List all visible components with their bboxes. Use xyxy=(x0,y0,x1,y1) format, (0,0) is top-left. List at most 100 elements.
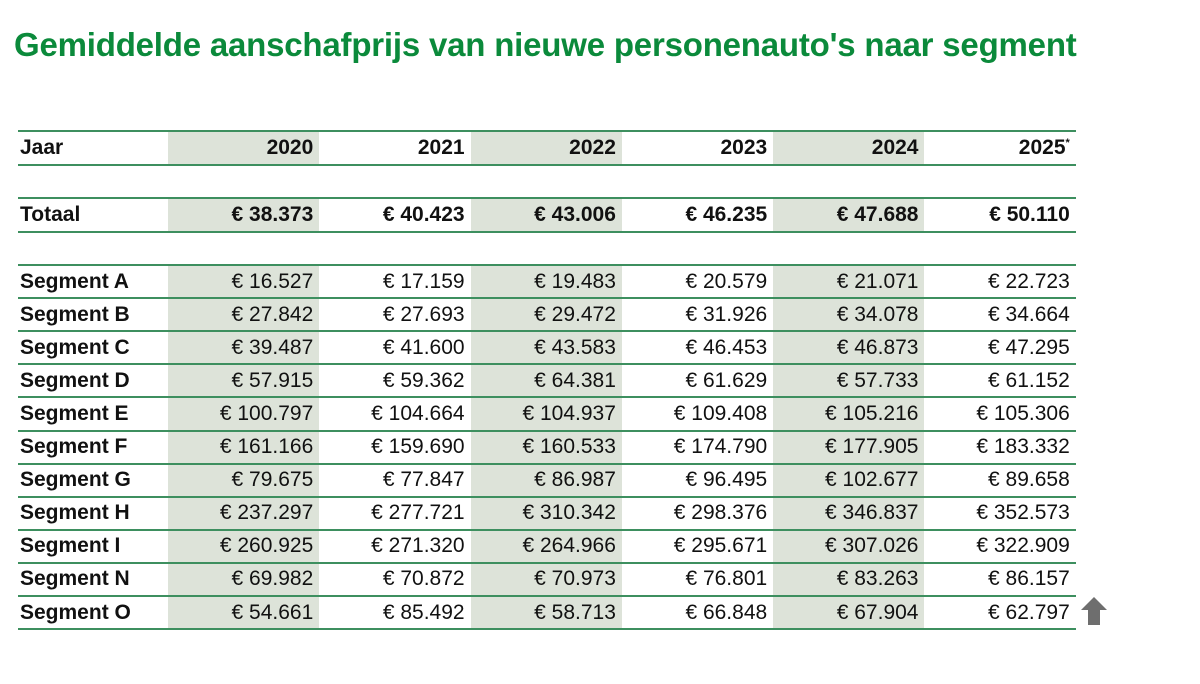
cell-text: 2024 xyxy=(871,136,919,159)
table-cell: € 89.658 xyxy=(924,468,1075,492)
cell-text: € 58.713 xyxy=(534,600,616,624)
table-cell: € 31.926 xyxy=(622,303,773,327)
row-rule xyxy=(18,561,1076,564)
table-cell: € 61.629 xyxy=(622,369,773,393)
cell-text: € 29.472 xyxy=(534,302,616,326)
cell-text: € 161.166 xyxy=(219,435,314,459)
table-cell: € 29.472 xyxy=(471,303,622,327)
cell-text: € 85.492 xyxy=(382,600,465,624)
cell-text: 2023 xyxy=(720,136,768,159)
table-cell: € 21.071 xyxy=(773,270,924,294)
cell-text: 2025 xyxy=(1018,136,1066,159)
row-label: Segment I xyxy=(20,534,121,558)
cell-text: € 86.157 xyxy=(988,567,1070,591)
table-cell: € 260.925 xyxy=(168,534,319,558)
row-rule xyxy=(18,363,1076,366)
table-cell: € 83.263 xyxy=(773,567,924,591)
column-header: 2023 xyxy=(622,136,773,160)
table-cell: € 50.110 xyxy=(924,203,1075,227)
table-cell: € 177.905 xyxy=(773,435,924,459)
column-header: 2021 xyxy=(319,136,470,160)
cell-text: € 67.904 xyxy=(836,600,919,624)
cell-text: € 298.376 xyxy=(673,501,768,525)
table-cell: € 104.937 xyxy=(471,402,622,426)
cell-text: € 39.487 xyxy=(231,335,314,359)
cell-text: € 96.495 xyxy=(685,468,768,492)
cell-text: € 102.677 xyxy=(825,468,919,492)
cell-text: € 62.797 xyxy=(988,600,1070,624)
table-cell: € 19.483 xyxy=(471,270,622,294)
row-rule xyxy=(18,396,1076,399)
column-header: 2024 xyxy=(773,136,924,160)
cell-text: € 76.801 xyxy=(685,567,768,591)
table-row: Segment E € 100.797 € 104.664 € 104.937 € 10… xyxy=(18,398,1076,429)
cell-text: € 83.263 xyxy=(836,567,919,591)
cell-text: 2022 xyxy=(569,136,616,159)
cell-text: € 310.342 xyxy=(522,501,616,525)
row-rule xyxy=(18,495,1076,498)
row-label: Segment N xyxy=(20,567,130,591)
table-cell: € 102.677 xyxy=(773,468,924,492)
table-cell: € 79.675 xyxy=(168,468,319,492)
table-cell: € 16.527 xyxy=(168,270,319,294)
table-cell: € 183.332 xyxy=(924,435,1075,459)
cell-text: € 160.533 xyxy=(522,435,616,459)
row-rule xyxy=(18,595,1076,597)
cell-text: € 41.600 xyxy=(382,335,465,359)
row-rule xyxy=(18,264,1076,266)
cell-text: € 27.693 xyxy=(382,302,465,326)
table-cell: € 46.453 xyxy=(622,336,773,360)
cell-text: € 352.573 xyxy=(976,501,1070,525)
column-header: 2020 xyxy=(168,136,319,160)
row-rule xyxy=(18,164,1076,166)
table-cell: € 41.600 xyxy=(319,336,470,360)
cell-text: € 277.721 xyxy=(371,501,465,525)
cell-text: € 264.966 xyxy=(522,534,616,558)
cell-text: € 66.848 xyxy=(685,600,768,624)
cell-text: € 70.973 xyxy=(534,567,616,591)
row-label: Segment H xyxy=(20,501,130,525)
row-rule xyxy=(18,528,1076,531)
cell-text: € 61.152 xyxy=(988,368,1070,392)
column-shade xyxy=(773,130,925,628)
cell-text: € 105.306 xyxy=(976,401,1070,425)
cell-text: € 47.295 xyxy=(988,335,1070,359)
cell-text: € 61.629 xyxy=(685,368,768,392)
table-cell: € 86.157 xyxy=(924,567,1075,591)
row-label: Segment O xyxy=(20,600,131,624)
table-cell: € 69.982 xyxy=(168,567,319,591)
table-cell: € 54.661 xyxy=(168,601,319,625)
table-cell: € 96.495 xyxy=(622,468,773,492)
row-rule xyxy=(18,462,1076,465)
cell-text: € 54.661 xyxy=(231,600,314,624)
table-cell: € 310.342 xyxy=(471,501,622,525)
footnote-marker: * xyxy=(1065,137,1070,149)
cell-text: € 17.159 xyxy=(382,269,465,293)
table-cell: € 159.690 xyxy=(319,435,470,459)
table-cell: € 47.295 xyxy=(924,336,1075,360)
cell-text: € 177.905 xyxy=(825,435,919,459)
table-cell: € 76.801 xyxy=(622,567,773,591)
cell-text: € 46.873 xyxy=(836,335,919,359)
arrow-up-icon xyxy=(1081,597,1107,625)
table-cell: € 43.006 xyxy=(471,203,622,227)
cell-text: € 109.408 xyxy=(673,401,768,425)
table-cell: € 77.847 xyxy=(319,468,470,492)
table-cell: € 39.487 xyxy=(168,336,319,360)
cell-text: € 104.937 xyxy=(522,401,616,425)
table-cell: € 105.306 xyxy=(924,402,1075,426)
table-cell: € 59.362 xyxy=(319,369,470,393)
table-cell: € 161.166 xyxy=(168,435,319,459)
table-cell: € 104.664 xyxy=(319,402,470,426)
table-cell: € 271.320 xyxy=(319,534,470,558)
row-label: Segment B xyxy=(20,302,130,326)
table-cell: € 62.797 xyxy=(924,601,1075,625)
row-rule xyxy=(18,297,1076,300)
table-cell: € 277.721 xyxy=(319,501,470,525)
scroll-to-top-button[interactable] xyxy=(1080,596,1108,626)
table-cell: € 67.904 xyxy=(773,601,924,625)
cell-text: € 260.925 xyxy=(219,534,314,558)
cell-text: € 64.381 xyxy=(534,368,616,392)
table-cell: € 66.848 xyxy=(622,601,773,625)
cell-text: € 38.373 xyxy=(231,203,314,226)
